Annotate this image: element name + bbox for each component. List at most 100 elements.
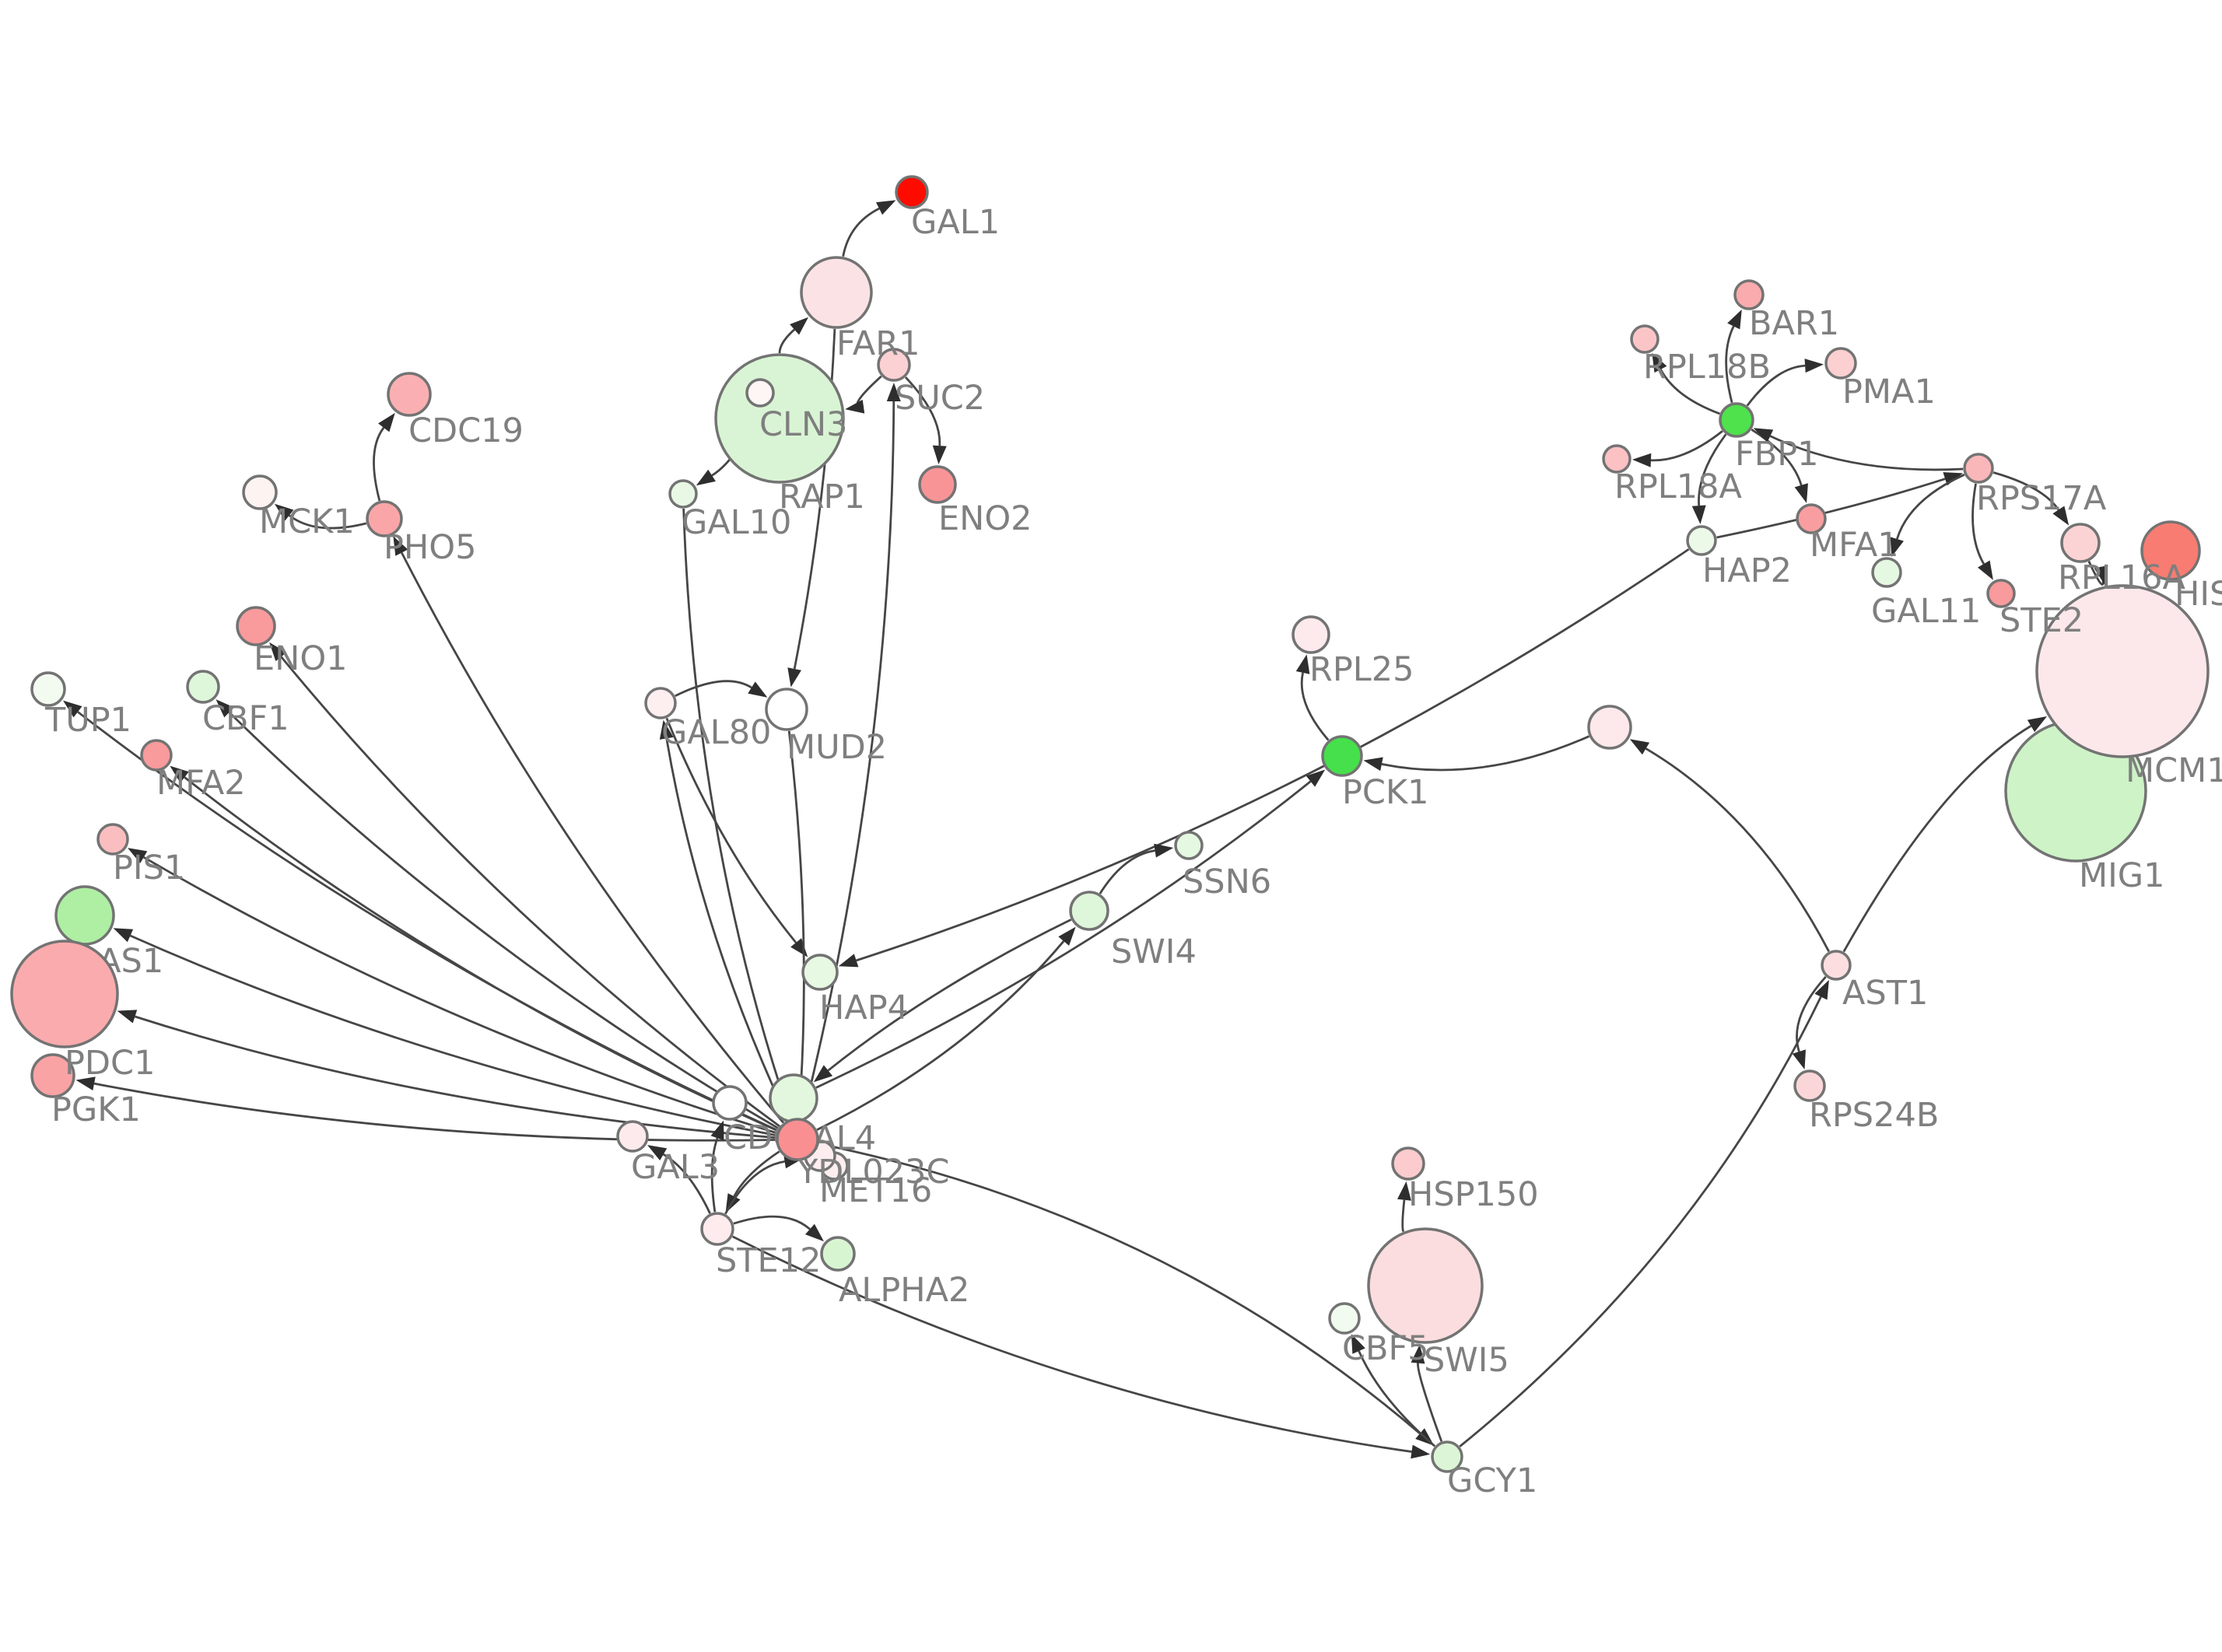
edge-mud2-gal4[interactable] [787, 730, 808, 1118]
edge-gal4-eno1[interactable] [269, 642, 781, 1128]
node-cdc19[interactable] [387, 372, 432, 417]
node-gcy1[interactable] [1431, 1440, 1463, 1473]
node-ras1[interactable] [54, 885, 115, 946]
node-gal3[interactable] [616, 1120, 649, 1153]
edge-suc2-eno2[interactable] [905, 376, 947, 465]
node-eno1[interactable] [236, 606, 276, 646]
edge-ste12-alpha2[interactable] [733, 1215, 824, 1242]
node-mcm1[interactable] [2035, 584, 2210, 758]
edge-line[interactable] [1698, 433, 1727, 506]
node-cbf5[interactable] [1328, 1302, 1361, 1335]
node-pho5[interactable] [366, 500, 403, 537]
node-node_b-unlabeled[interactable] [1587, 705, 1632, 750]
edge-line[interactable] [665, 738, 790, 1121]
node-hap4[interactable] [801, 954, 839, 991]
edge-line[interactable] [827, 919, 1072, 1072]
edge-swi5-hsp150[interactable] [1397, 1181, 1411, 1233]
edge-ast1-mcm1[interactable] [1842, 716, 2048, 953]
edge-line[interactable] [1459, 996, 1822, 1447]
edge-line[interactable] [143, 856, 777, 1135]
edge-gal4-gal80[interactable] [659, 719, 790, 1121]
node-node_a-unlabeled[interactable] [769, 1073, 818, 1123]
node-gal4[interactable] [776, 1118, 819, 1161]
edge-rpl16a-mcm1[interactable] [2087, 561, 2108, 586]
node-gal1[interactable] [895, 175, 929, 209]
edge-fbp1-hap2[interactable] [1691, 433, 1727, 525]
edge-ast1-rps24b[interactable] [1792, 975, 1827, 1069]
node-swi5[interactable] [1367, 1227, 1484, 1344]
node-rpl18a[interactable] [1602, 444, 1631, 474]
edge-rps17a-fbp1[interactable] [1753, 428, 1964, 471]
edge-gal4-pho5[interactable] [393, 536, 784, 1124]
edge-line[interactable] [815, 780, 1312, 1089]
edge-suc2-cln3[interactable] [845, 375, 882, 414]
edge-line[interactable] [1300, 672, 1330, 741]
node-rpl18b[interactable] [1630, 324, 1659, 354]
edge-line[interactable] [1401, 1199, 1406, 1233]
node-rpl25[interactable] [1291, 615, 1330, 654]
node-cbf1[interactable] [186, 670, 220, 704]
edge-line[interactable] [1716, 478, 1946, 539]
edge-line[interactable] [1971, 483, 1985, 565]
edge-line[interactable] [793, 328, 836, 670]
edge-line[interactable] [184, 776, 778, 1132]
node-pgk1[interactable] [30, 1053, 75, 1098]
edge-fbp1-rpl18b[interactable] [1652, 352, 1720, 415]
edge-line[interactable] [733, 1215, 811, 1230]
edge-ste12-cdc6[interactable] [710, 1120, 724, 1213]
edge-fbp1-bar1[interactable] [1725, 309, 1742, 404]
edge-line[interactable] [733, 1150, 780, 1197]
edge-line[interactable] [905, 376, 941, 446]
edge-far1-gal1[interactable] [842, 200, 896, 257]
node-hsp150[interactable] [1391, 1146, 1425, 1181]
edge-ast1-node_b[interactable] [1629, 739, 1830, 952]
edge-line[interactable] [1725, 325, 1735, 404]
node-ssn6[interactable] [1174, 831, 1204, 860]
edge-ste12-gal3[interactable] [647, 1145, 711, 1214]
edge-line[interactable] [288, 514, 367, 530]
edge-line[interactable] [1645, 747, 1830, 952]
node-mfa2[interactable] [140, 739, 173, 772]
edge-line[interactable] [1992, 471, 2060, 511]
node-hap2[interactable] [1686, 525, 1717, 556]
node-rpl16a[interactable] [2060, 523, 2101, 563]
edge-line[interactable] [665, 717, 797, 943]
edge-line[interactable] [1099, 849, 1155, 894]
node-fbp1[interactable] [1719, 402, 1754, 438]
node-alpha2[interactable] [820, 1236, 856, 1272]
node-gal80[interactable] [644, 687, 677, 719]
edge-far1-mud2[interactable] [787, 328, 836, 688]
node-pma1[interactable] [1824, 347, 1857, 380]
node-gal10[interactable] [668, 479, 698, 509]
edge-line[interactable] [135, 1015, 776, 1139]
edge-line[interactable] [1751, 429, 1803, 486]
edge-line[interactable] [1659, 369, 1720, 415]
edge-line[interactable] [1796, 975, 1827, 1052]
edge-line[interactable] [675, 680, 752, 697]
edge-node_b-pck1[interactable] [1363, 735, 1590, 772]
edge-rps17a-rpl16a[interactable] [1992, 471, 2070, 526]
edge-line[interactable] [724, 1160, 785, 1215]
edge-line[interactable] [1746, 364, 1806, 407]
edge-line[interactable] [787, 730, 805, 1099]
edge-line[interactable] [816, 940, 1065, 1131]
node-eno2[interactable] [918, 465, 957, 504]
edge-line[interactable] [129, 934, 776, 1137]
edge-gcy1-swi5[interactable] [1411, 1344, 1443, 1442]
edge-cln3-far1[interactable] [778, 317, 809, 354]
node-suc2[interactable] [877, 348, 911, 382]
edge-line[interactable] [710, 1137, 719, 1213]
edge-rps17a-gal11[interactable] [1890, 474, 1965, 557]
edge-rps17a-ste2[interactable] [1971, 483, 1993, 580]
node-ste2[interactable] [1986, 579, 2016, 608]
edge-pho5-mck1[interactable] [274, 503, 367, 530]
edge-hap2-hap4[interactable] [838, 548, 1690, 968]
edge-line[interactable] [1769, 435, 1964, 471]
edge-line[interactable] [228, 711, 780, 1130]
node-rps24b[interactable] [1793, 1069, 1826, 1102]
edge-fbp1-mfa1[interactable] [1751, 429, 1808, 503]
node-mfa1[interactable] [1796, 503, 1827, 534]
edge-line[interactable] [93, 1082, 776, 1142]
node-tup1[interactable] [30, 671, 66, 707]
edge-pck1-rpl25[interactable] [1295, 654, 1330, 741]
